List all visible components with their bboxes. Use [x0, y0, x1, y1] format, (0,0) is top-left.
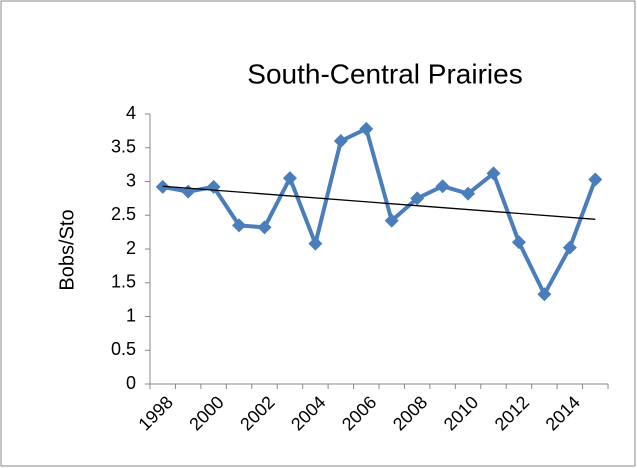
- trendline: [162, 185, 596, 220]
- y-tick-label: 1.5: [111, 272, 136, 292]
- marker: [435, 179, 450, 194]
- y-axis-label: Bobs/Sto: [56, 209, 78, 290]
- marker: [155, 179, 170, 194]
- marker: [511, 235, 526, 250]
- marker: [537, 287, 552, 302]
- y-tick-label: 2: [126, 238, 136, 258]
- marker: [257, 220, 272, 235]
- y-tick-label: 4: [126, 103, 136, 123]
- marker: [308, 236, 323, 251]
- series-line: [162, 126, 598, 297]
- y-tick-label: 1: [126, 305, 136, 325]
- y-tick-label: 2.5: [111, 204, 136, 224]
- marker: [232, 218, 247, 233]
- marker: [384, 213, 399, 228]
- y-tick-label: 3.5: [111, 137, 136, 157]
- chart-title: South-Central Prairies: [247, 58, 522, 89]
- marker: [588, 172, 603, 187]
- marker: [486, 166, 501, 181]
- y-tick-label: 3: [126, 170, 136, 190]
- y-tick-label: 0: [126, 373, 136, 393]
- marker: [410, 191, 425, 206]
- y-tick-label: 0.5: [111, 339, 136, 359]
- marker: [333, 134, 348, 148]
- marker: [562, 240, 577, 255]
- marker: [461, 186, 476, 201]
- marker: [359, 121, 374, 136]
- marker: [282, 171, 297, 186]
